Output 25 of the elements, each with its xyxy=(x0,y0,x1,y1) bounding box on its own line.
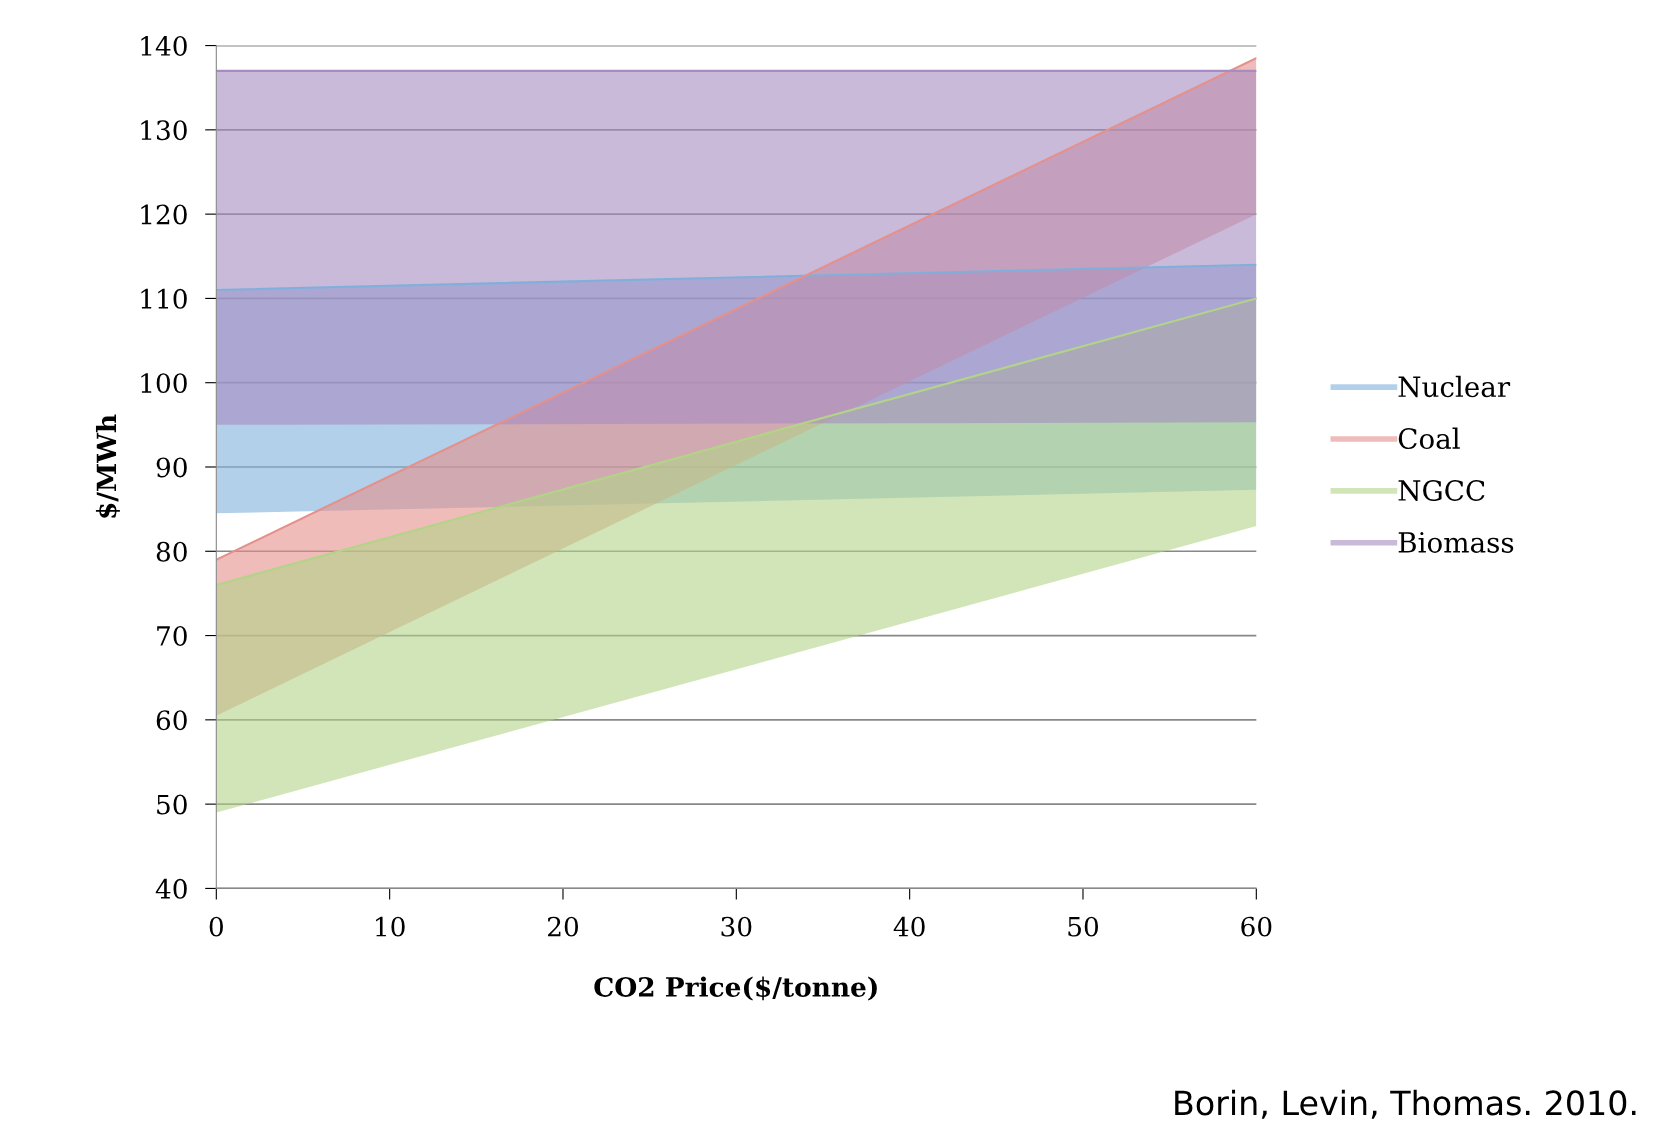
y-tick-label: 120 xyxy=(141,204,187,225)
x-tick-label: 50 xyxy=(1068,916,1099,937)
y-tick-label: 80 xyxy=(156,541,187,562)
x-tick-label: 60 xyxy=(1241,916,1272,937)
y-axis-title: $/MWh xyxy=(95,414,120,518)
x-tick-label: 0 xyxy=(209,916,223,937)
y-tick-label: 50 xyxy=(157,794,187,815)
legend-label: Biomass xyxy=(1398,532,1514,553)
x-tick-label: 40 xyxy=(893,916,925,937)
y-tick-label: 60 xyxy=(156,710,187,731)
legend-label: NGCC xyxy=(1398,479,1485,501)
y-tick-label: 40 xyxy=(155,878,187,899)
x-tick-label: 30 xyxy=(721,916,752,937)
text: Borin, Levin, Thomas. 2010. xyxy=(1175,1089,1636,1119)
y-tick-label: 130 xyxy=(141,120,187,141)
x-tick-label: 20 xyxy=(547,916,579,937)
legend-label: Coal xyxy=(1398,427,1460,450)
y-tick-label: 90 xyxy=(156,457,187,478)
y-tick-label: 140 xyxy=(141,36,187,56)
y-tick-label: 70 xyxy=(157,626,187,646)
y-tick-label: 100 xyxy=(141,373,187,394)
x-tick-label: 10 xyxy=(376,916,405,937)
x-axis-title: CO2 Price($/tonne) xyxy=(594,976,877,1001)
legend-label: Nuclear xyxy=(1398,375,1511,398)
y-tick-label: 110 xyxy=(141,288,187,309)
